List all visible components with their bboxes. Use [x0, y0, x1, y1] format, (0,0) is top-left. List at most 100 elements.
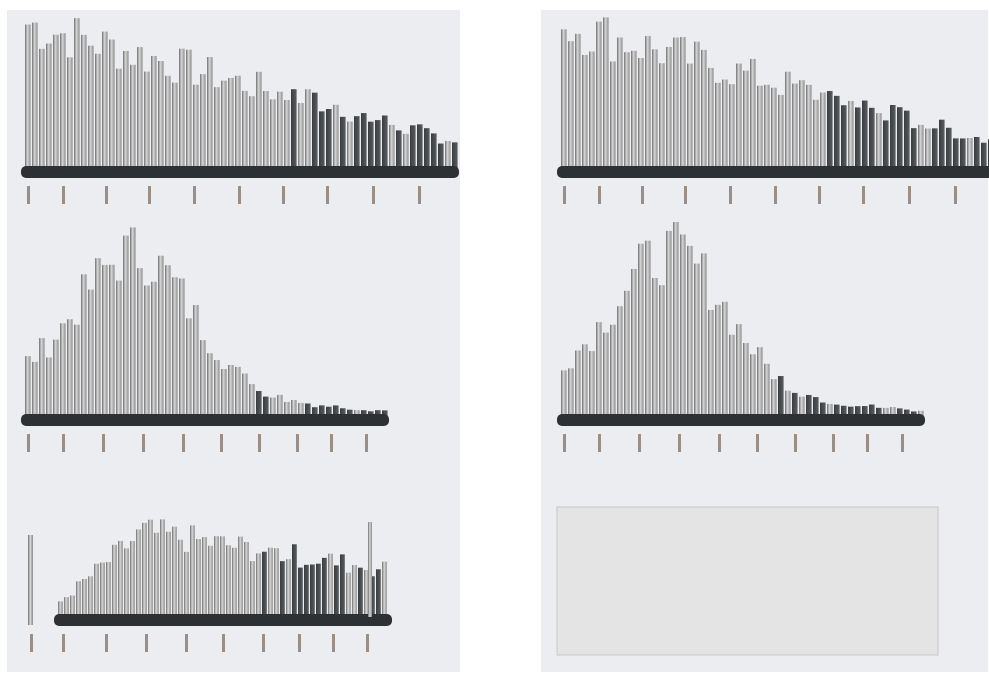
rod — [137, 268, 143, 420]
rod — [666, 231, 672, 420]
peg — [142, 434, 145, 452]
spike — [28, 535, 33, 625]
rod — [193, 305, 199, 420]
rod — [715, 305, 721, 420]
rod — [624, 291, 630, 420]
peg — [262, 634, 265, 652]
rod — [130, 227, 136, 420]
rod — [286, 559, 291, 620]
rod — [291, 89, 297, 172]
rod — [172, 83, 178, 172]
rod — [95, 258, 101, 420]
photo — [0, 0, 989, 675]
peg — [62, 634, 65, 652]
rod — [102, 265, 108, 420]
rod — [610, 61, 616, 172]
rod — [179, 278, 185, 420]
rod — [757, 86, 763, 172]
rod — [417, 124, 423, 172]
rod — [123, 236, 129, 420]
rod — [424, 128, 430, 172]
rod — [235, 76, 241, 172]
rod — [396, 130, 402, 172]
rod — [118, 541, 123, 620]
rod — [298, 103, 304, 172]
rod — [939, 120, 945, 172]
rod — [589, 51, 595, 172]
rod — [680, 234, 686, 420]
rod — [109, 265, 115, 420]
rod — [334, 565, 339, 620]
rod — [771, 379, 777, 420]
rod — [238, 537, 243, 620]
rod — [827, 91, 833, 172]
rod — [764, 85, 770, 172]
rod — [274, 548, 279, 620]
rod — [88, 46, 94, 172]
rod — [196, 539, 201, 620]
rod — [235, 367, 241, 420]
rod — [652, 278, 658, 420]
peg — [832, 434, 835, 452]
rod — [376, 569, 381, 620]
rod — [645, 36, 651, 172]
rod — [904, 111, 910, 172]
rod — [137, 47, 143, 172]
peg — [678, 434, 681, 452]
peg — [27, 434, 30, 452]
rod — [750, 354, 756, 420]
base-bar — [21, 166, 459, 178]
peg — [954, 186, 957, 204]
base-bar — [21, 414, 389, 426]
rod — [262, 552, 267, 620]
peg — [365, 434, 368, 452]
rod — [911, 128, 917, 172]
rod — [382, 116, 388, 172]
rod — [124, 548, 129, 620]
peg — [729, 186, 732, 204]
rod — [208, 546, 213, 620]
rod — [190, 525, 195, 620]
rod — [603, 333, 609, 420]
peg — [62, 434, 65, 452]
rod — [382, 562, 387, 620]
rod — [589, 351, 595, 420]
rod — [74, 18, 80, 172]
rod — [151, 282, 157, 420]
rod — [256, 72, 262, 172]
peg — [418, 186, 421, 204]
rod — [778, 95, 784, 172]
rod — [631, 269, 637, 420]
peg — [563, 434, 566, 452]
spike — [368, 522, 372, 617]
rod — [186, 50, 192, 172]
peg — [756, 434, 759, 452]
rod — [39, 49, 45, 172]
rod — [39, 338, 45, 420]
rod — [561, 370, 567, 420]
rod — [326, 109, 332, 172]
rod — [193, 85, 199, 172]
rod — [184, 552, 189, 620]
rod — [708, 310, 714, 420]
rod — [736, 64, 742, 172]
rod — [312, 93, 318, 172]
rod — [596, 22, 602, 172]
peg — [866, 434, 869, 452]
blank-box — [557, 507, 938, 655]
rod — [106, 562, 111, 620]
rod — [375, 120, 381, 172]
rod — [186, 318, 192, 420]
rod — [165, 265, 171, 420]
peg — [774, 186, 777, 204]
rod — [722, 302, 728, 420]
rod — [687, 246, 693, 420]
rod — [575, 350, 581, 420]
rod — [361, 113, 367, 172]
rod — [347, 122, 353, 172]
rod — [268, 548, 273, 620]
peg — [330, 434, 333, 452]
rod — [226, 545, 231, 620]
rod — [82, 579, 87, 620]
rod — [389, 125, 395, 172]
